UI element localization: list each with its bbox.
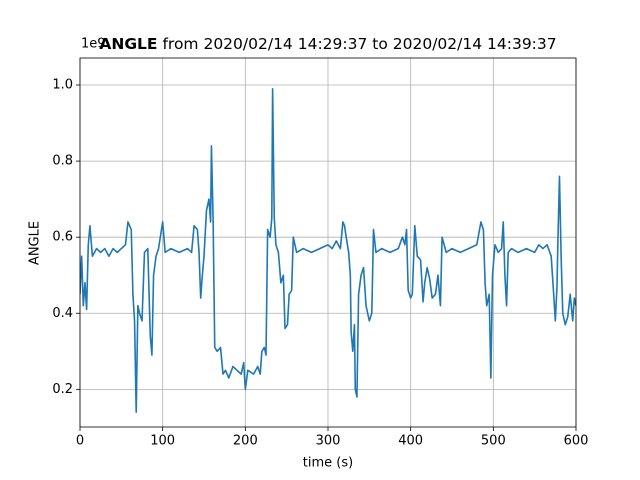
plot-frame <box>79 57 577 428</box>
y-tick-label: 0.8 <box>52 154 73 169</box>
chart-title: ANGLE from 2020/02/14 14:29:37 to 2020/0… <box>99 35 556 53</box>
y-axis-label: ANGLE <box>28 221 43 265</box>
y-tick-label: 1.0 <box>52 78 73 93</box>
data-line <box>80 88 576 413</box>
x-tick-label: 600 <box>564 434 589 449</box>
x-tick-label: 500 <box>481 434 506 449</box>
y-tick-label: 0.6 <box>52 230 73 245</box>
y-tick-label: 0.2 <box>52 382 73 397</box>
x-tick-label: 0 <box>76 434 84 449</box>
title-variable: ANGLE <box>99 35 157 53</box>
x-tick-label: 100 <box>150 434 175 449</box>
x-axis-label: time (s) <box>303 456 353 471</box>
y-tick-label: 0.4 <box>52 306 73 321</box>
x-tick-label: 400 <box>398 434 423 449</box>
x-tick-label: 300 <box>316 434 341 449</box>
title-text: from 2020/02/14 14:29:37 to 2020/02/14 1… <box>162 35 556 53</box>
x-tick-label: 200 <box>233 434 258 449</box>
y-offset-label: 1e9 <box>81 37 106 52</box>
